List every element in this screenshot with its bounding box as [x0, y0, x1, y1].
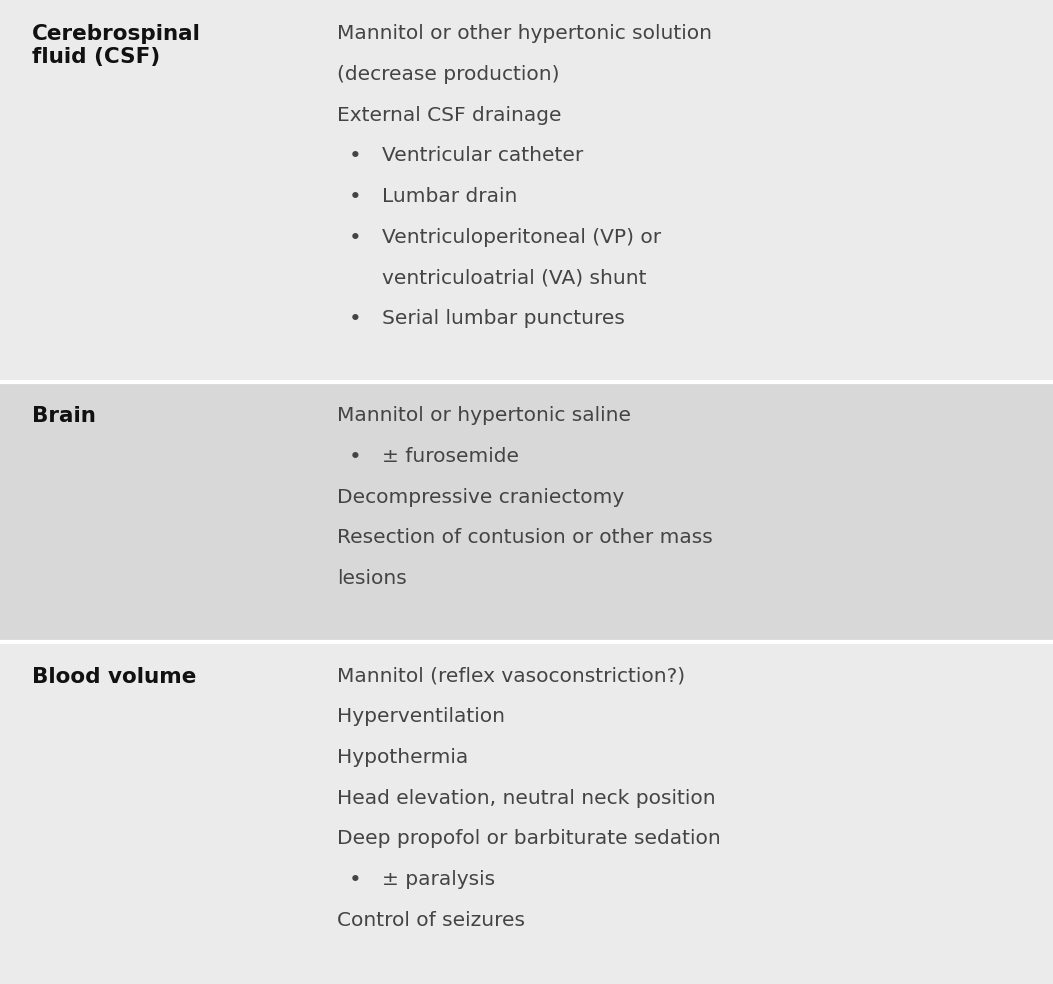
Text: •: •: [349, 227, 361, 248]
Text: Lumbar drain: Lumbar drain: [381, 187, 517, 206]
Text: Blood volume: Blood volume: [32, 666, 196, 687]
Text: lesions: lesions: [337, 569, 406, 588]
Text: Mannitol (reflex vasoconstriction?): Mannitol (reflex vasoconstriction?): [337, 666, 684, 686]
Text: Mannitol or hypertonic saline: Mannitol or hypertonic saline: [337, 406, 631, 425]
Text: Hypothermia: Hypothermia: [337, 748, 468, 767]
Text: Serial lumbar punctures: Serial lumbar punctures: [381, 309, 624, 328]
Text: ± paralysis: ± paralysis: [381, 870, 495, 889]
Text: Brain: Brain: [32, 406, 96, 426]
Text: Decompressive craniectomy: Decompressive craniectomy: [337, 488, 624, 507]
Text: Cerebrospinal
fluid (CSF): Cerebrospinal fluid (CSF): [32, 25, 201, 67]
Text: Mannitol or other hypertonic solution: Mannitol or other hypertonic solution: [337, 25, 712, 43]
Bar: [0, 382, 1053, 643]
Text: Resection of contusion or other mass: Resection of contusion or other mass: [337, 528, 713, 547]
Text: •: •: [349, 309, 361, 329]
Text: External CSF drainage: External CSF drainage: [337, 105, 561, 125]
Text: Ventriculoperitoneal (VP) or: Ventriculoperitoneal (VP) or: [381, 227, 661, 247]
Text: Head elevation, neutral neck position: Head elevation, neutral neck position: [337, 788, 715, 808]
Text: •: •: [349, 447, 361, 467]
Text: •: •: [349, 147, 361, 166]
Text: ± furosemide: ± furosemide: [381, 447, 519, 466]
Bar: [0, 643, 1053, 984]
Bar: [0, 0, 1053, 382]
Text: •: •: [349, 870, 361, 890]
Text: Ventricular catheter: Ventricular catheter: [381, 147, 583, 165]
Text: Hyperventilation: Hyperventilation: [337, 707, 504, 726]
Text: ventriculoatrial (VA) shunt: ventriculoatrial (VA) shunt: [381, 269, 647, 287]
Text: •: •: [349, 187, 361, 207]
Text: Deep propofol or barbiturate sedation: Deep propofol or barbiturate sedation: [337, 830, 720, 848]
Text: (decrease production): (decrease production): [337, 65, 559, 84]
Text: Control of seizures: Control of seizures: [337, 910, 524, 930]
